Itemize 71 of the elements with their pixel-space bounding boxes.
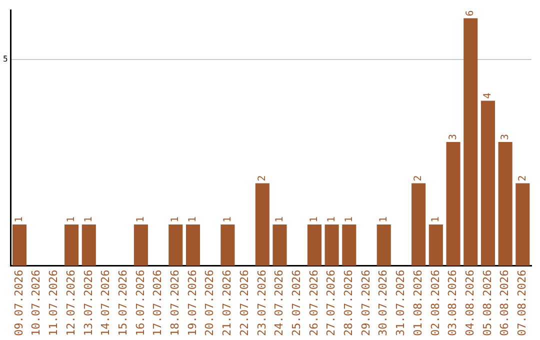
data-label: 2 xyxy=(517,175,528,182)
data-label: 1 xyxy=(136,216,147,223)
x-tick-label: 28.07.2026 xyxy=(342,270,356,336)
x-tick-label: 22.07.2026 xyxy=(238,270,251,336)
x-tick-label: 16.07.2026 xyxy=(134,270,147,336)
bar xyxy=(134,224,148,266)
data-label: 1 xyxy=(188,216,199,223)
bar xyxy=(324,224,339,266)
x-tick-label: 09.07.2026 xyxy=(12,270,26,336)
data-label: 1 xyxy=(83,216,94,223)
x-tick-label: 06.08.2026 xyxy=(498,270,512,336)
data-label: 1 xyxy=(344,216,355,223)
x-tick-label: 30.07.2026 xyxy=(376,270,390,336)
bar xyxy=(168,224,183,266)
bar xyxy=(64,224,79,266)
bar xyxy=(307,224,322,266)
bar xyxy=(412,183,426,266)
x-tick-label: 29.07.2026 xyxy=(359,270,372,336)
x-tick-label: 20.07.2026 xyxy=(203,270,216,336)
x-tick-label: 04.08.2026 xyxy=(463,270,476,336)
x-tick-label: 18.07.2026 xyxy=(168,270,182,336)
data-label: 3 xyxy=(448,134,459,140)
bar xyxy=(480,100,495,266)
data-label: 1 xyxy=(66,216,78,223)
x-tick-label: 31.07.2026 xyxy=(394,270,408,336)
data-label: 1 xyxy=(274,216,286,223)
bar xyxy=(220,224,235,266)
x-tick-label: 10.07.2026 xyxy=(30,270,43,336)
bar xyxy=(516,183,530,266)
y-tick-label: 5 xyxy=(2,54,8,64)
x-tick-label: 19.07.2026 xyxy=(186,270,199,336)
data-label: 6 xyxy=(465,10,476,16)
x-tick-label: 14.07.2026 xyxy=(99,270,112,336)
x-tick-label: 02.08.2026 xyxy=(428,270,442,336)
data-label: 2 xyxy=(413,175,424,182)
bar xyxy=(12,224,27,266)
data-label: 1 xyxy=(14,216,26,223)
bar xyxy=(82,224,96,266)
data-label: 1 xyxy=(309,216,320,223)
x-tick-label: 13.07.2026 xyxy=(82,270,95,336)
x-tick-label: 27.07.2026 xyxy=(324,270,338,336)
data-label: 3 xyxy=(500,134,511,140)
x-tick-label: 05.08.2026 xyxy=(480,270,494,336)
x-tick-label: 26.07.2026 xyxy=(307,270,320,336)
x-tick-label: 17.07.2026 xyxy=(151,270,164,336)
data-label: 1 xyxy=(222,216,234,223)
data-label: 1 xyxy=(378,216,390,223)
bar xyxy=(255,183,270,266)
x-tick-label: 11.07.2026 xyxy=(47,270,60,336)
bar xyxy=(446,142,460,266)
data-label: 1 xyxy=(326,216,338,223)
x-tick-label: 24.07.2026 xyxy=(272,270,286,336)
bar xyxy=(464,18,478,266)
bar xyxy=(428,224,443,266)
bar xyxy=(186,224,200,266)
x-tick-label: 01.08.2026 xyxy=(411,270,424,336)
data-label: 2 xyxy=(257,175,268,182)
x-tick-label: 03.08.2026 xyxy=(446,270,460,336)
bar xyxy=(272,224,287,266)
data-label: 1 xyxy=(430,216,442,223)
bar xyxy=(498,142,512,266)
data-label: 4 xyxy=(482,92,494,99)
x-tick-label: 25.07.2026 xyxy=(290,270,303,336)
x-tick-label: 23.07.2026 xyxy=(255,270,268,336)
bar xyxy=(376,224,391,266)
bar xyxy=(342,224,356,266)
x-tick-label: 07.08.2026 xyxy=(516,270,529,336)
data-label: 1 xyxy=(170,216,182,223)
x-tick-label: 15.07.2026 xyxy=(116,270,130,336)
x-tick-label: 21.07.2026 xyxy=(220,270,234,336)
x-tick-label: 12.07.2026 xyxy=(64,270,78,336)
